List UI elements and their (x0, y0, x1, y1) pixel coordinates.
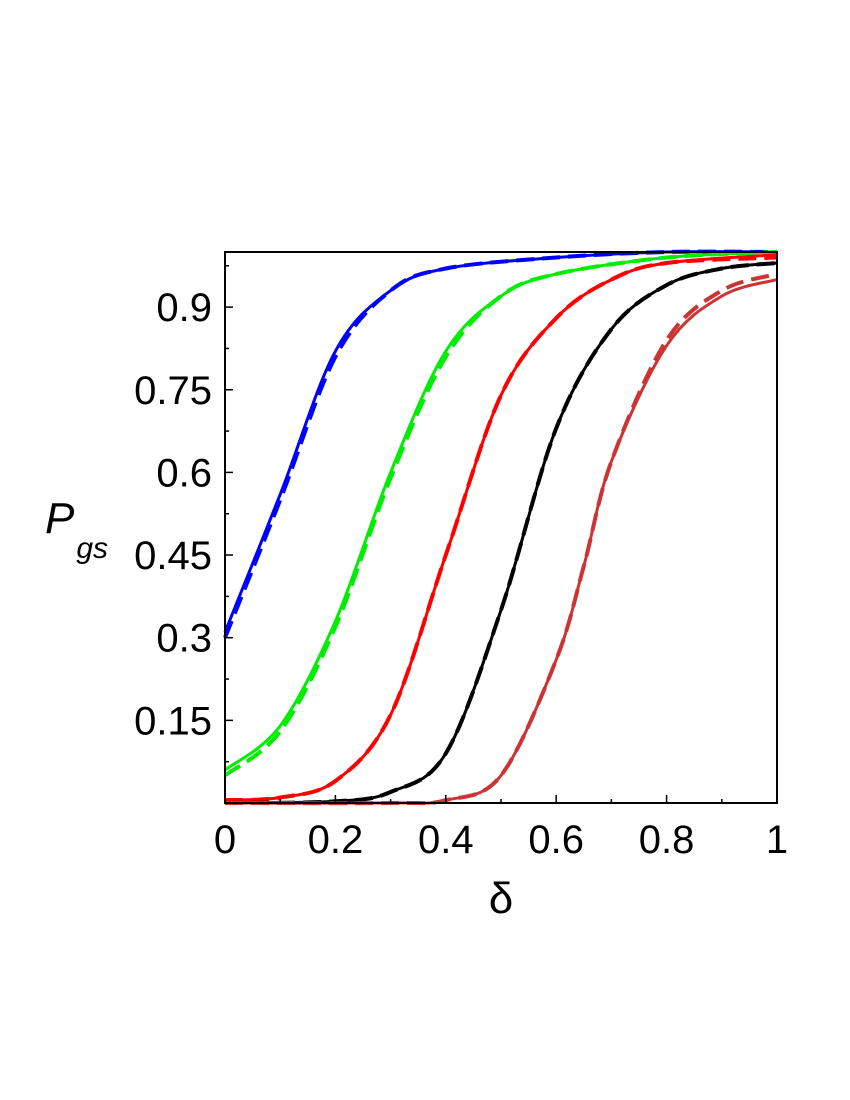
series-layer (223, 249, 778, 806)
y-tick-label-0: 0.15 (134, 699, 212, 743)
y-tick-label-3: 0.6 (156, 451, 212, 495)
x-tick-label-2: 0.4 (418, 818, 474, 862)
series-line-4-dashed (223, 250, 778, 778)
x-tick-label-0: 0 (214, 818, 236, 862)
series-line-3-solid (224, 250, 778, 772)
series-line-10-dashed (224, 272, 778, 806)
x-tick-label-4: 0.8 (639, 818, 695, 862)
y-tick-label-1: 0.3 (156, 617, 212, 661)
series-line-7-solid (224, 261, 778, 805)
plot-frame (224, 251, 778, 804)
series-line-9-solid (224, 278, 778, 805)
series-line-8-dashed (224, 261, 778, 805)
y-tick-label-2: 0.45 (134, 534, 212, 578)
y-tick-label-5: 0.9 (156, 286, 212, 330)
y-axis-label: Pgs (45, 494, 108, 565)
y-tick-label-4: 0.75 (134, 369, 212, 413)
series-line-5-solid (224, 253, 778, 802)
ticks-layer: 0 0.2 0.4 0.6 0.8 1 0.15 0.3 0.45 0.6 0.75 0.9 (134, 265, 788, 862)
y-axis-label-main: P (45, 494, 75, 543)
x-tick-label-1: 0.2 (308, 818, 364, 862)
x-axis-label: δ (489, 874, 514, 923)
y-axis-label-subscript: gs (76, 532, 108, 565)
x-tick-label-3: 0.6 (528, 818, 584, 862)
series-line-6-dashed (224, 255, 778, 803)
x-tick-label-5: 1 (766, 818, 788, 862)
